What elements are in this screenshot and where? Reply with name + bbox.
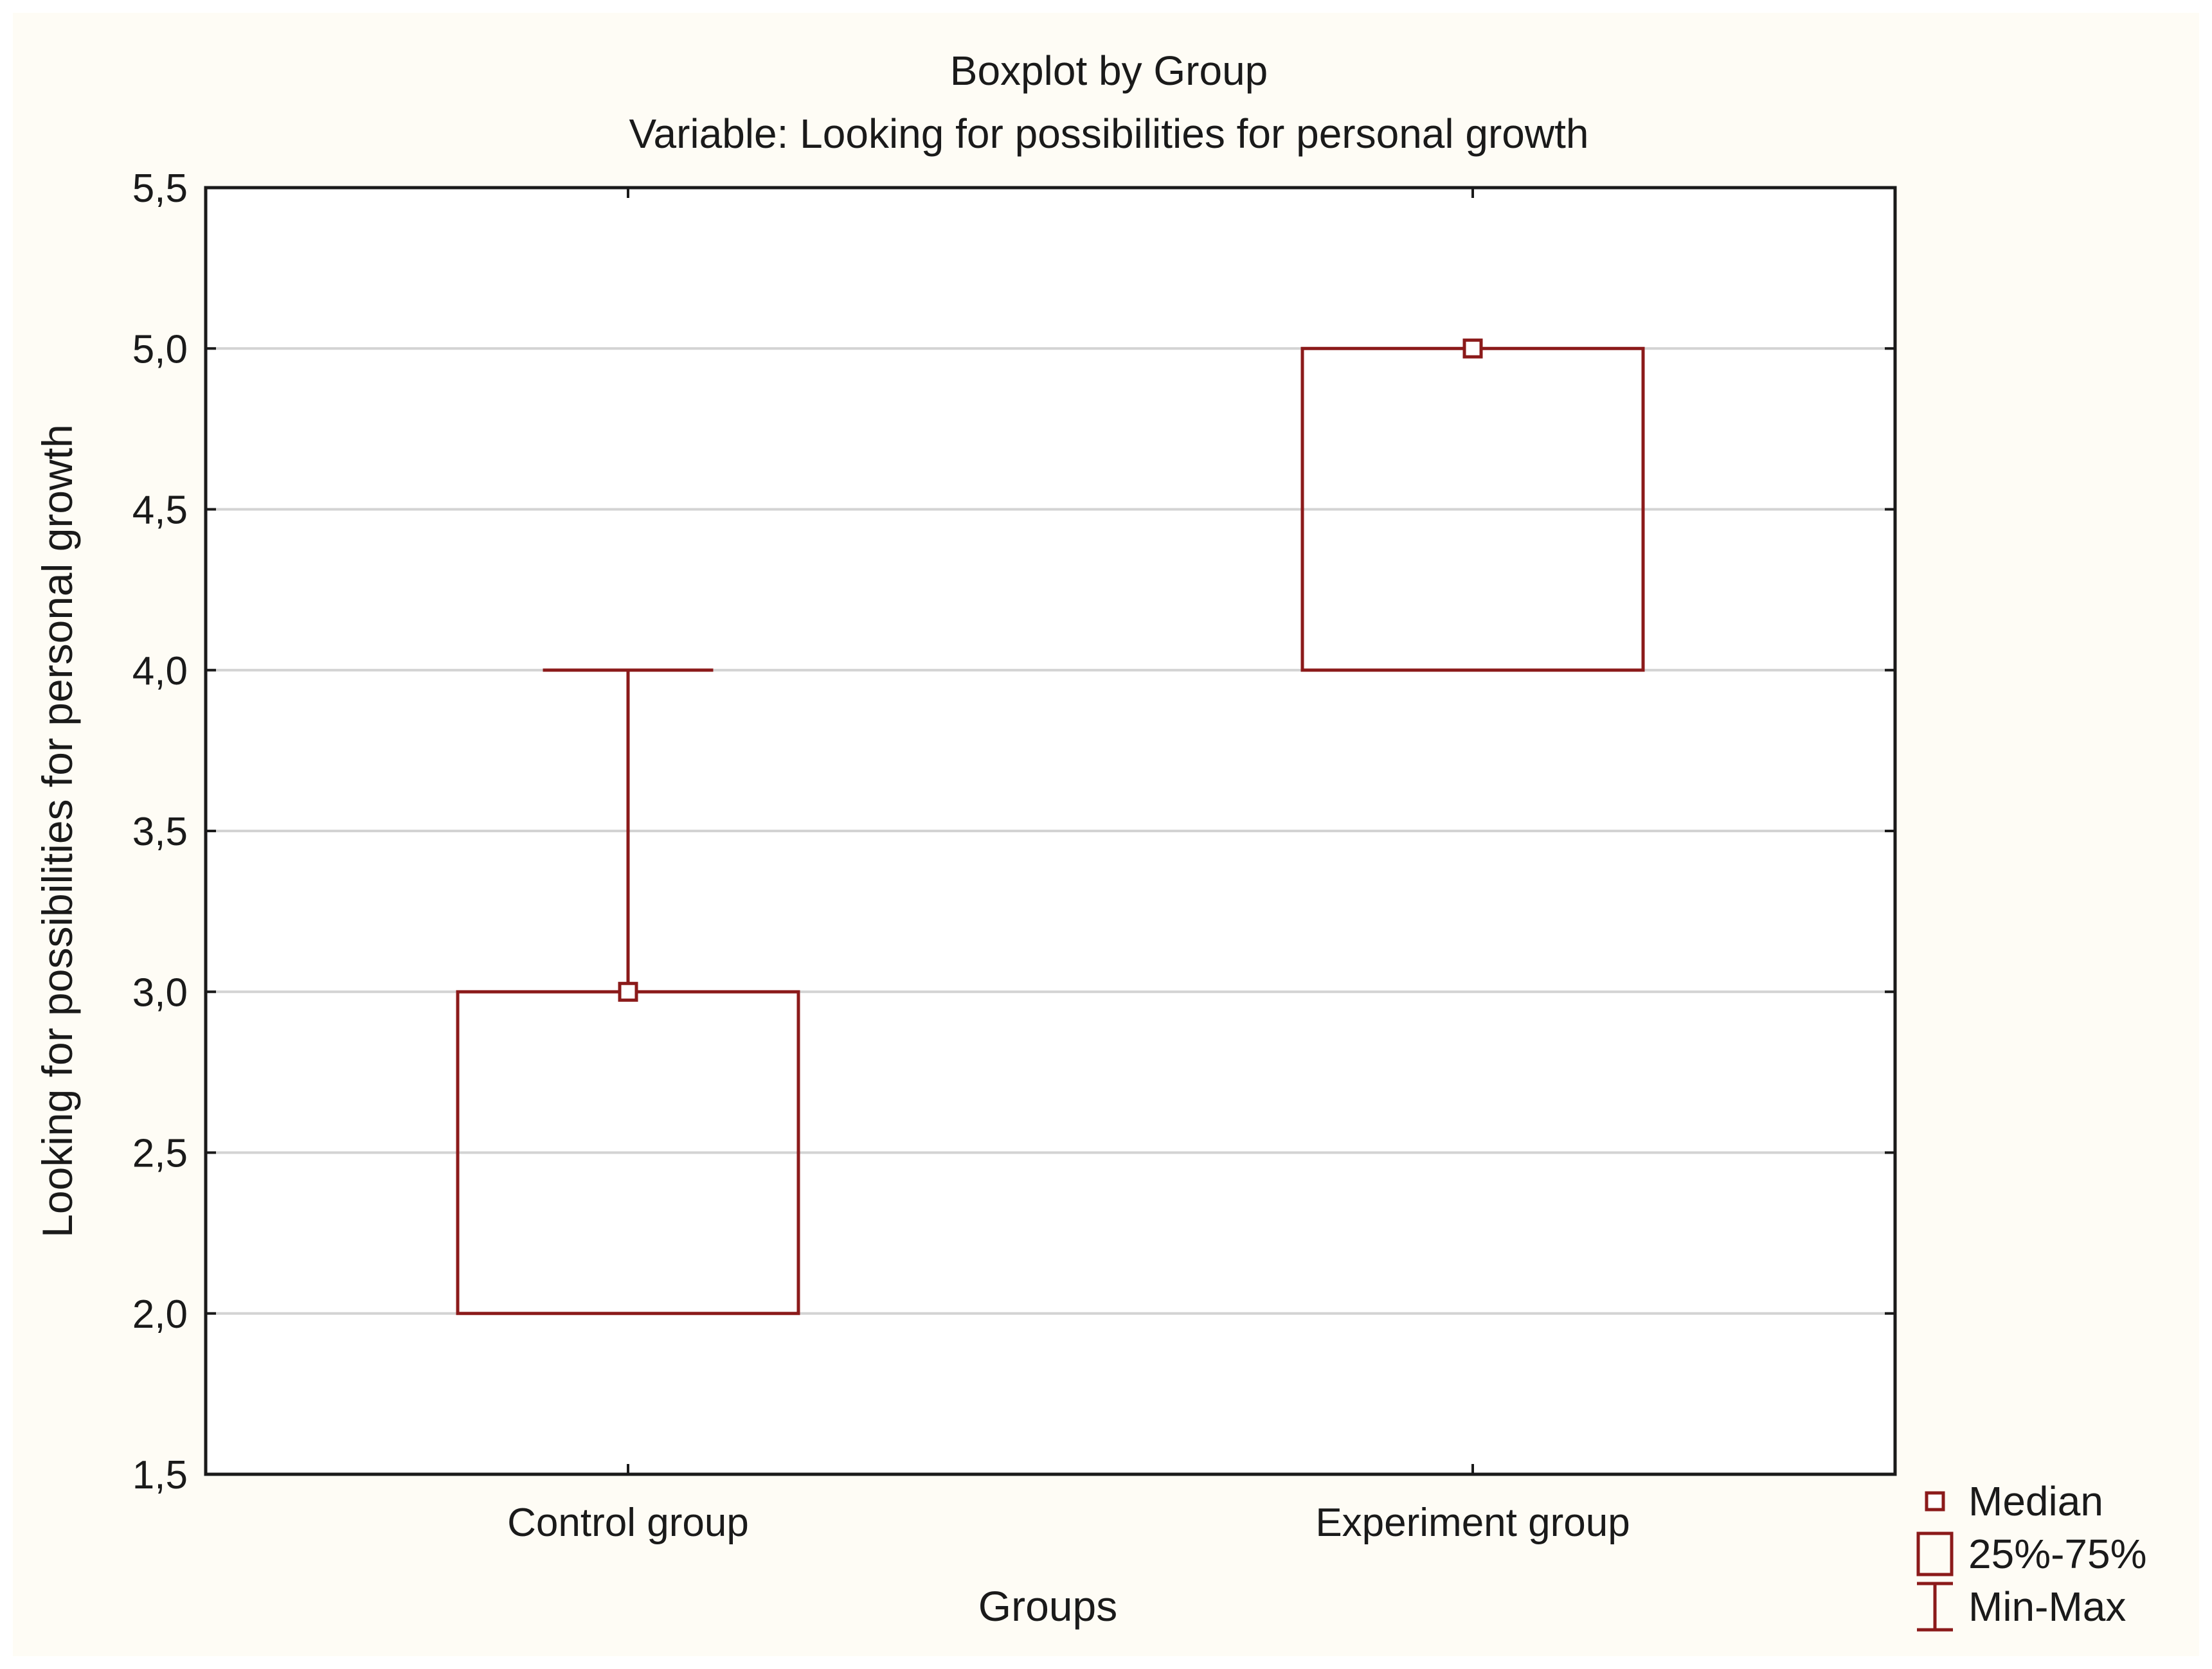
legend-box-label: 25%-75% bbox=[1968, 1531, 2147, 1577]
y-tick-label: 3,0 bbox=[132, 970, 188, 1015]
chart-subtitle: Variable: Looking for possibilities for … bbox=[629, 111, 1589, 157]
y-tick-label: 4,0 bbox=[132, 649, 188, 693]
x-axis-label: Groups bbox=[978, 1582, 1117, 1630]
x-tick-label: Experiment group bbox=[1315, 1501, 1630, 1545]
y-tick-label: 5,5 bbox=[132, 166, 188, 211]
y-tick-label: 1,5 bbox=[132, 1453, 188, 1497]
legend-median-icon bbox=[1925, 1491, 1945, 1512]
median-marker bbox=[618, 981, 638, 1002]
y-axis-label: Looking for possibilities for personal g… bbox=[33, 424, 81, 1238]
y-tick-label: 2,5 bbox=[132, 1132, 188, 1176]
legend-box-icon bbox=[1916, 1531, 1954, 1576]
legend-minmax-label: Min-Max bbox=[1968, 1584, 2126, 1630]
y-tick-label: 4,5 bbox=[132, 488, 188, 533]
boxplot-marks bbox=[456, 338, 1645, 1316]
boxplot-group bbox=[456, 668, 800, 1316]
x-tick-label: Control group bbox=[507, 1501, 749, 1545]
legend-median-label: Median bbox=[1968, 1478, 2103, 1524]
chart-title: Boxplot by Group bbox=[950, 48, 1268, 94]
y-tick-label: 5,0 bbox=[132, 327, 188, 371]
median-marker bbox=[1462, 338, 1483, 359]
legend: Median 25%-75% Min-Max bbox=[1916, 1478, 2147, 1632]
boxplot-group bbox=[1300, 338, 1645, 672]
y-tick-label: 3,5 bbox=[132, 810, 188, 854]
axis-ticks: 1,5 2,0 2,5 3,0 3,5 4,0 4,5 5,0 5,5 Control group… bbox=[132, 166, 1895, 1545]
y-tick-label: 2,0 bbox=[132, 1292, 188, 1337]
